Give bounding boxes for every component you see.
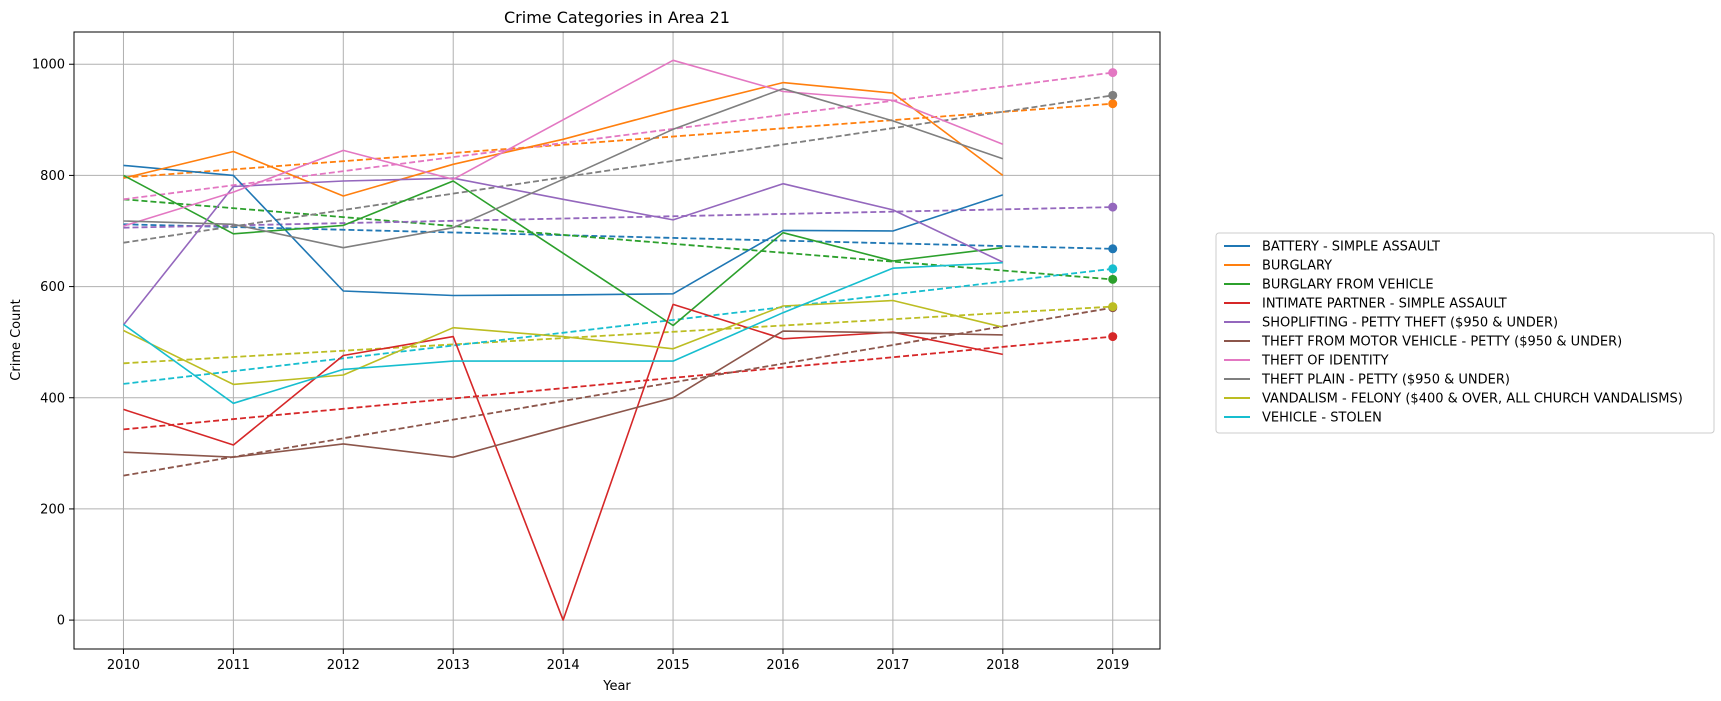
- x-tick-label: 2014: [547, 658, 580, 673]
- y-axis-label: Crime Count: [9, 299, 24, 380]
- legend-label: THEFT PLAIN - PETTY ($950 & UNDER): [1261, 373, 1510, 388]
- trend-marker-theft-of-identity: [1108, 68, 1118, 78]
- x-tick-label: 2016: [766, 658, 799, 673]
- x-tick-label: 2019: [1096, 658, 1129, 673]
- y-tick-label: 1000: [32, 58, 65, 73]
- legend-entry: BURGLARY: [1224, 259, 1332, 274]
- trend-line-theft-from-motor-vehicle-petty-950-under: [123, 306, 1113, 477]
- x-tick-label: 2018: [986, 658, 1019, 673]
- series-line-theft-from-motor-vehicle-petty-950-under: [123, 330, 1003, 459]
- trend-marker-intimate-partner-simple-assault: [1108, 332, 1118, 342]
- trend-line-theft-plain-petty-950-under: [123, 94, 1113, 244]
- legend-label: VANDALISM - FELONY ($400 & OVER, ALL CHU…: [1262, 392, 1683, 407]
- x-tick-label: 2010: [107, 658, 140, 673]
- legend-entry: THEFT FROM MOTOR VEHICLE - PETTY ($950 &…: [1224, 335, 1622, 350]
- legend-entry: VANDALISM - FELONY ($400 & OVER, ALL CHU…: [1224, 392, 1683, 407]
- series-line-theft-plain-petty-950-under: [123, 87, 1004, 249]
- trend-line-burglary-from-vehicle: [123, 198, 1113, 281]
- legend-label: BATTERY - SIMPLE ASSAULT: [1262, 240, 1440, 255]
- trend-line-vandalism-felony-400-over-all-church-vandalisms: [123, 305, 1113, 365]
- trend-line-intimate-partner-simple-assault: [123, 335, 1113, 431]
- x-tick-label: 2012: [327, 658, 360, 673]
- y-axis-ticks: 0 200 400 600 800 1000: [32, 58, 74, 629]
- series-line-vandalism-felony-400-over-all-church-vandalisms: [123, 299, 1003, 386]
- legend-entry: THEFT PLAIN - PETTY ($950 & UNDER): [1224, 373, 1510, 388]
- y-tick-label: 600: [40, 280, 65, 295]
- y-tick-label: 200: [40, 502, 65, 517]
- chart-title: Crime Categories in Area 21: [504, 8, 730, 27]
- trend-line-theft-of-identity: [123, 71, 1113, 201]
- x-tick-label: 2017: [876, 658, 909, 673]
- legend-entry: THEFT OF IDENTITY: [1224, 354, 1389, 369]
- trend-endpoint-markers: [1108, 68, 1118, 342]
- legend-entry: BATTERY - SIMPLE ASSAULT: [1224, 240, 1440, 255]
- series-line-battery-simple-assault: [123, 164, 1004, 297]
- legend-entry: SHOPLIFTING - PETTY THEFT ($950 & UNDER): [1224, 316, 1558, 331]
- x-tick-label: 2015: [657, 658, 690, 673]
- trend-marker-shoplifting-petty-theft-950-under: [1108, 202, 1118, 212]
- legend-label: SHOPLIFTING - PETTY THEFT ($950 & UNDER): [1262, 316, 1558, 331]
- series-line-vehicle-stolen: [123, 261, 1003, 405]
- trend-marker-theft-plain-petty-950-under: [1108, 90, 1118, 100]
- trend-lines: [123, 71, 1113, 477]
- trend-line-shoplifting-petty-theft-950-under: [123, 206, 1113, 229]
- series-line-burglary-from-vehicle: [123, 174, 1003, 327]
- legend-box: [1215, 232, 1715, 434]
- trend-line-battery-simple-assault: [123, 223, 1113, 250]
- series-line-intimate-partner-simple-assault: [123, 303, 1003, 621]
- legend-label: INTIMATE PARTNER - SIMPLE ASSAULT: [1262, 297, 1507, 312]
- legend-label: BURGLARY: [1262, 259, 1332, 274]
- y-tick-label: 0: [57, 614, 65, 629]
- plot-area-frame: [73, 31, 1161, 650]
- legend: BATTERY - SIMPLE ASSAULT BURGLARY BURGLARY…: [1215, 232, 1715, 434]
- series-lines: [122, 59, 1004, 621]
- x-tick-label: 2013: [437, 658, 470, 673]
- series-line-shoplifting-petty-theft-950-under: [122, 177, 1004, 326]
- trend-marker-vehicle-stolen: [1108, 264, 1118, 274]
- trend-marker-burglary: [1108, 99, 1118, 109]
- legend-entry: VEHICLE - STOLEN: [1224, 411, 1382, 426]
- legend-entry: BURGLARY FROM VEHICLE: [1224, 278, 1434, 293]
- legend-label: THEFT FROM MOTOR VEHICLE - PETTY ($950 &…: [1261, 335, 1622, 350]
- y-tick-label: 400: [40, 391, 65, 406]
- trend-marker-vandalism-felony-400-over-all-church-vandalisms: [1108, 302, 1118, 312]
- trend-marker-battery-simple-assault: [1108, 244, 1118, 254]
- trend-line-vehicle-stolen: [123, 267, 1113, 385]
- legend-label: BURGLARY FROM VEHICLE: [1262, 278, 1434, 293]
- y-tick-label: 800: [40, 169, 65, 184]
- x-tick-label: 2011: [217, 658, 250, 673]
- x-axis-ticks: 2010 2011 2012 2013 2014 2015 2016 2017 2018 2019: [107, 649, 1129, 673]
- trend-line-burglary: [123, 102, 1113, 179]
- legend-entry: INTIMATE PARTNER - SIMPLE ASSAULT: [1224, 297, 1507, 312]
- trend-marker-burglary-from-vehicle: [1108, 274, 1118, 284]
- series-line-burglary: [123, 81, 1004, 197]
- series-line-theft-of-identity: [123, 59, 1004, 227]
- legend-label: THEFT OF IDENTITY: [1261, 354, 1389, 369]
- legend-label: VEHICLE - STOLEN: [1262, 411, 1382, 426]
- x-axis-label: Year: [602, 679, 631, 694]
